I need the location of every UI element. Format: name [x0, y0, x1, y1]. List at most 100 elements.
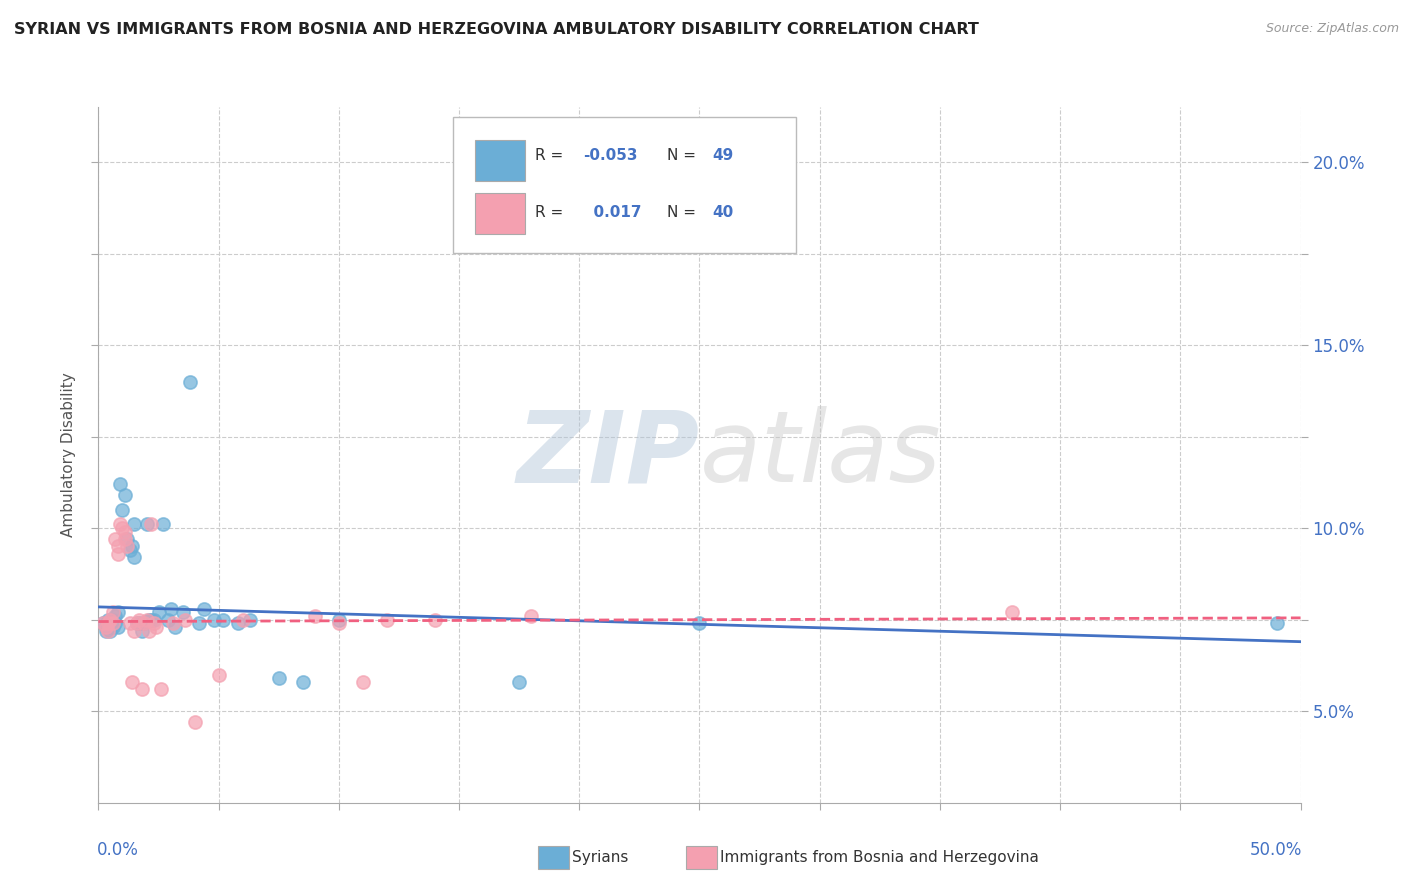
- Point: [107, 620, 129, 634]
- Point: [508, 675, 530, 690]
- Point: [193, 601, 215, 615]
- Text: R =: R =: [534, 205, 568, 220]
- Point: [188, 616, 211, 631]
- Point: [152, 517, 174, 532]
- Point: [132, 616, 155, 631]
- Point: [148, 606, 170, 620]
- Point: [172, 606, 194, 620]
- Point: [142, 616, 165, 631]
- Point: [107, 606, 129, 620]
- Point: [232, 613, 254, 627]
- Text: N =: N =: [666, 205, 702, 220]
- Point: [179, 375, 201, 389]
- Point: [97, 616, 120, 631]
- Text: N =: N =: [666, 148, 702, 163]
- Point: [304, 609, 326, 624]
- Point: [159, 601, 181, 615]
- Point: [423, 613, 446, 627]
- Text: atlas: atlas: [700, 407, 941, 503]
- Point: [149, 682, 172, 697]
- Point: [352, 675, 374, 690]
- Point: [114, 524, 136, 539]
- Text: 0.017: 0.017: [583, 205, 641, 220]
- Point: [202, 613, 225, 627]
- Point: [91, 616, 114, 631]
- Point: [100, 613, 122, 627]
- Point: [100, 620, 122, 634]
- Text: R =: R =: [534, 148, 568, 163]
- Point: [145, 620, 167, 634]
- Point: [128, 616, 150, 631]
- Point: [101, 606, 124, 620]
- Point: [100, 616, 122, 631]
- Point: [291, 675, 314, 690]
- Point: [118, 543, 141, 558]
- Text: SYRIAN VS IMMIGRANTS FROM BOSNIA AND HERZEGOVINA AMBULATORY DISABILITY CORRELATI: SYRIAN VS IMMIGRANTS FROM BOSNIA AND HER…: [14, 22, 979, 37]
- Point: [124, 624, 146, 638]
- Point: [124, 517, 146, 532]
- Point: [100, 624, 122, 638]
- Point: [107, 547, 129, 561]
- Point: [131, 682, 153, 697]
- Point: [375, 613, 398, 627]
- Point: [183, 715, 205, 730]
- Point: [328, 616, 350, 631]
- Point: [138, 624, 160, 638]
- Point: [111, 521, 134, 535]
- Text: 49: 49: [713, 148, 734, 163]
- Point: [121, 540, 143, 554]
- Point: [328, 613, 350, 627]
- Point: [1001, 606, 1024, 620]
- Point: [162, 616, 184, 631]
- Text: 0.0%: 0.0%: [97, 841, 139, 859]
- Point: [111, 503, 134, 517]
- Text: Source: ZipAtlas.com: Source: ZipAtlas.com: [1265, 22, 1399, 36]
- Point: [108, 517, 131, 532]
- Text: Immigrants from Bosnia and Herzegovina: Immigrants from Bosnia and Herzegovina: [720, 850, 1039, 864]
- Text: -0.053: -0.053: [583, 148, 637, 163]
- Point: [97, 613, 120, 627]
- Point: [118, 616, 141, 631]
- FancyBboxPatch shape: [475, 193, 526, 234]
- Point: [226, 616, 249, 631]
- Point: [128, 613, 150, 627]
- Point: [267, 671, 290, 685]
- Point: [212, 613, 235, 627]
- Point: [104, 616, 127, 631]
- Point: [121, 675, 143, 690]
- Point: [124, 550, 146, 565]
- Point: [125, 616, 148, 631]
- Y-axis label: Ambulatory Disability: Ambulatory Disability: [60, 373, 76, 537]
- Point: [97, 620, 120, 634]
- Point: [101, 613, 124, 627]
- Point: [142, 613, 165, 627]
- Point: [239, 613, 262, 627]
- Point: [1265, 616, 1288, 631]
- Point: [132, 616, 155, 631]
- Point: [689, 616, 711, 631]
- Text: ZIP: ZIP: [516, 407, 700, 503]
- Point: [91, 616, 114, 631]
- Point: [520, 609, 543, 624]
- Point: [117, 532, 139, 546]
- Point: [135, 517, 157, 532]
- Point: [94, 620, 117, 634]
- Point: [208, 667, 231, 681]
- Text: 40: 40: [713, 205, 734, 220]
- Point: [131, 624, 153, 638]
- Point: [101, 616, 124, 631]
- Point: [117, 540, 139, 554]
- Point: [125, 616, 148, 631]
- Point: [141, 517, 163, 532]
- Text: 50.0%: 50.0%: [1250, 841, 1302, 859]
- FancyBboxPatch shape: [453, 118, 796, 253]
- Point: [101, 620, 124, 634]
- Text: Syrians: Syrians: [572, 850, 628, 864]
- Point: [114, 532, 136, 546]
- Point: [94, 620, 117, 634]
- Point: [138, 613, 160, 627]
- Point: [104, 609, 127, 624]
- Point: [107, 540, 129, 554]
- Point: [165, 620, 187, 634]
- Point: [135, 613, 157, 627]
